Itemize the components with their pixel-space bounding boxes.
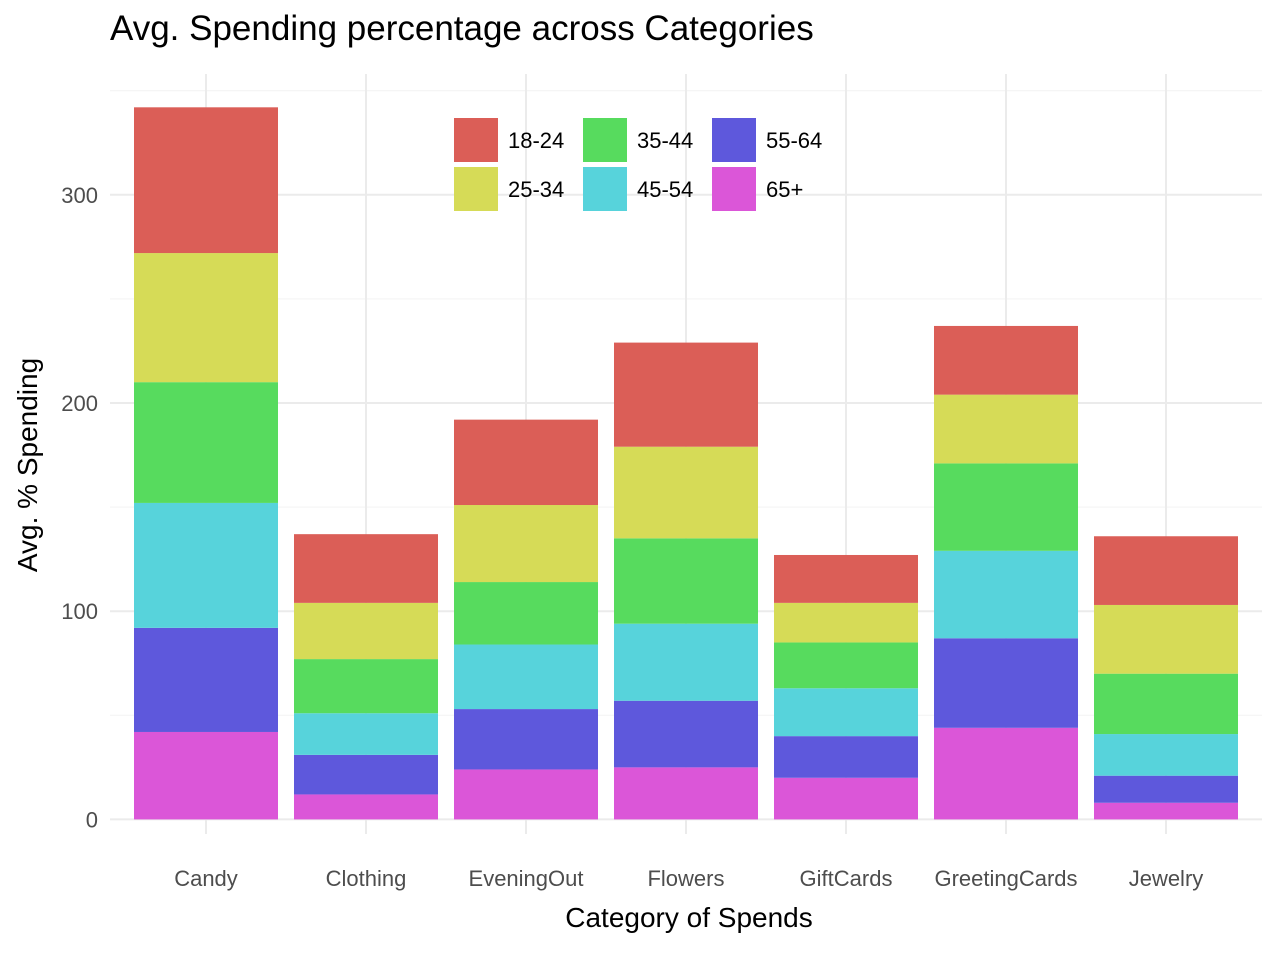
bar-segment [774, 777, 918, 820]
bar-segment [1094, 734, 1238, 776]
x-axis-title: Category of Spends [565, 902, 813, 933]
bar-segment [934, 550, 1078, 639]
bar-segment [454, 419, 598, 506]
x-tick-label: GiftCards [800, 866, 893, 891]
bar-segment [294, 794, 438, 820]
bar-segment [134, 627, 278, 732]
bar-segment [454, 709, 598, 770]
bar-segment [614, 538, 758, 624]
legend-label: 25-34 [508, 177, 564, 202]
x-tick-label: Candy [174, 866, 238, 891]
legend-label: 45-54 [637, 177, 693, 202]
bar-segment [614, 767, 758, 820]
legend-key [454, 167, 498, 211]
x-tick-label: GreetingCards [934, 866, 1077, 891]
x-tick-label: Flowers [647, 866, 724, 891]
y-tick-label: 300 [61, 183, 98, 208]
bar-segment [454, 582, 598, 645]
bar-segment [454, 769, 598, 820]
legend-label: 55-64 [766, 128, 822, 153]
x-tick-label: EveningOut [469, 866, 584, 891]
bar-segment [614, 446, 758, 539]
bar-segment [774, 554, 918, 603]
bar-segment [774, 602, 918, 643]
legend-key [583, 167, 627, 211]
bar-segment [1094, 673, 1238, 735]
y-axis-title: Avg. % Spending [12, 358, 43, 572]
bar-segment [1094, 536, 1238, 605]
legend-label: 65+ [766, 177, 803, 202]
y-tick-label: 200 [61, 391, 98, 416]
x-tick-label: Clothing [326, 866, 407, 891]
bar-segment [1094, 802, 1238, 820]
legend: 18-24 25-34 35-44 45-54 55-64 65+ [454, 118, 822, 211]
y-tick-label: 0 [86, 807, 98, 832]
bar-segment [1094, 775, 1238, 803]
bar-segment [134, 382, 278, 503]
bar-segment [614, 623, 758, 701]
bar-segment [134, 731, 278, 820]
legend-key [712, 167, 756, 211]
legend-label: 18-24 [508, 128, 564, 153]
bar-segment [934, 325, 1078, 395]
bars [134, 107, 1238, 820]
x-tick-label: Jewelry [1129, 866, 1204, 891]
bar-segment [134, 502, 278, 628]
bar-segment [294, 713, 438, 755]
bar-segment [294, 754, 438, 795]
bar-segment [774, 688, 918, 737]
bar-segment [294, 602, 438, 660]
bar-segment [134, 107, 278, 254]
legend-key [583, 118, 627, 162]
bar-segment [934, 394, 1078, 464]
bar-segment [454, 644, 598, 710]
bar-segment [614, 700, 758, 768]
bar-segment [774, 642, 918, 689]
bar-segment [1094, 604, 1238, 674]
legend-key [454, 118, 498, 162]
bar-segment [614, 342, 758, 447]
axis-tick-labels: 0 100 200 300 Candy Clothing EveningOut Flowers… [61, 183, 1203, 891]
bar-segment [774, 736, 918, 778]
bar-segment [934, 727, 1078, 820]
bar-segment [934, 638, 1078, 728]
bar-segment [134, 253, 278, 383]
bar-segment [934, 463, 1078, 551]
bar-segment [454, 505, 598, 583]
y-tick-label: 100 [61, 599, 98, 624]
legend-label: 35-44 [637, 128, 693, 153]
bar-segment [294, 534, 438, 603]
chart-title: Avg. Spending percentage across Categori… [110, 9, 814, 48]
bar-segment [294, 659, 438, 714]
legend-key [712, 118, 756, 162]
